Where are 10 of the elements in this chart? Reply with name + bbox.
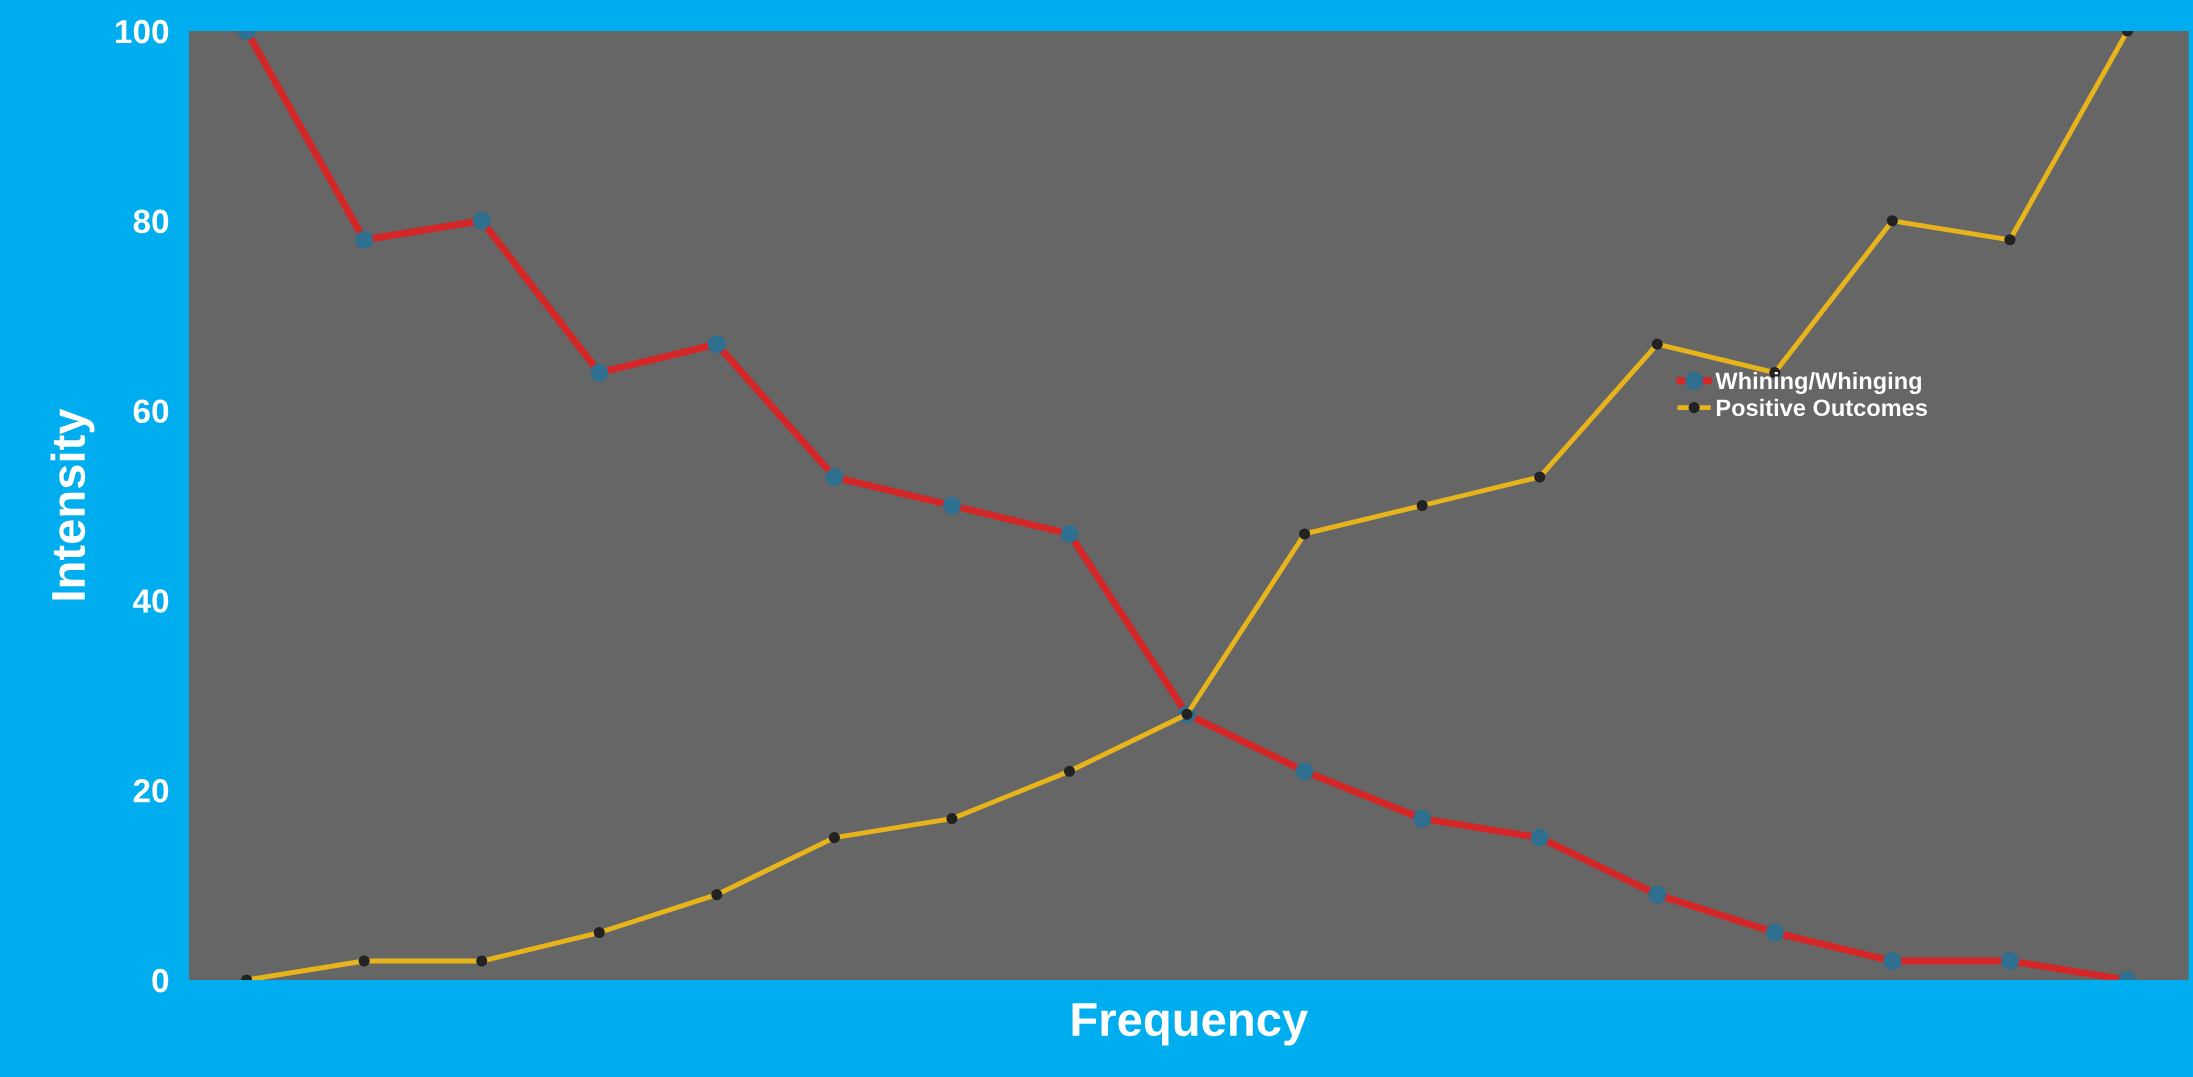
- y-tick-label: 80: [133, 209, 169, 234]
- y-tick-label: 0: [152, 968, 169, 993]
- y-tick-label: 20: [133, 779, 169, 803]
- x-axis-title: Frequency: [1072, 1003, 1308, 1046]
- y-tick-label: 60: [133, 399, 169, 424]
- y-axis-title: Intensity: [50, 408, 95, 600]
- legend-label: Positive Outcomes: [1716, 398, 1927, 417]
- y-tick-label: 100: [116, 19, 169, 44]
- legend-label: Whining/Whinging: [1715, 371, 1921, 395]
- y-tick-label: 40: [132, 589, 169, 613]
